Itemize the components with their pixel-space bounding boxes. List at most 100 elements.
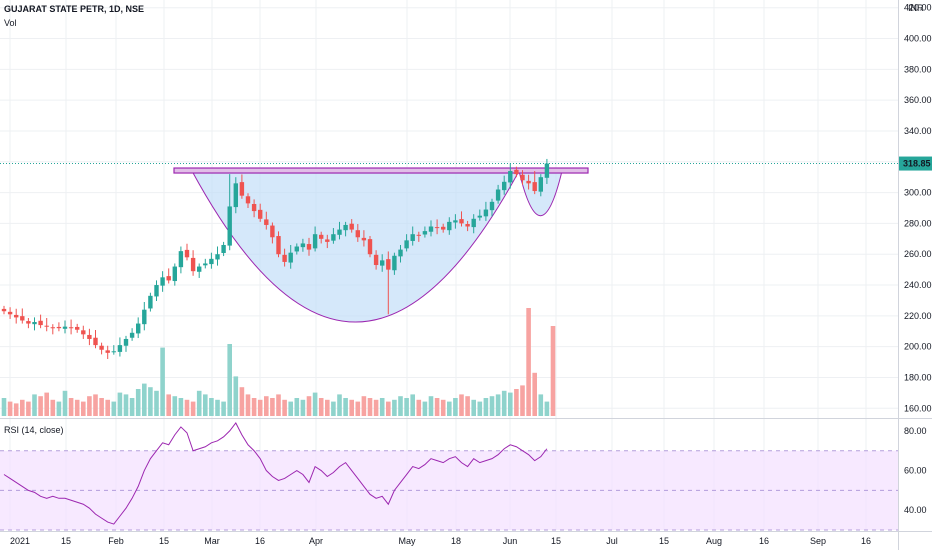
time-tick-label: Apr [309,536,323,546]
volume-bar [196,390,202,416]
volume-bar [410,394,415,416]
candle-body [495,189,501,201]
volume-bar [373,399,379,416]
volume-bar [379,398,385,416]
price-tick-label: 360.00 [904,95,932,105]
volume-bar [99,398,104,416]
candle-body [483,209,489,217]
last-price-tag [899,156,932,171]
candle-body [489,201,495,211]
volume-bar [337,394,342,416]
volume-bar [361,396,367,416]
price-tick-label: 300.00 [904,188,932,198]
candle-body [349,223,354,230]
candle-body [245,196,251,204]
candle-body [434,227,440,229]
volume-bar [93,394,98,416]
volume-bar [508,392,513,416]
price-tick-label: 340.00 [904,126,932,136]
candle-body [20,316,25,321]
candle-body [251,203,257,212]
volume-bar [105,399,110,416]
candle-body [56,326,62,329]
volume-bar [154,390,159,416]
volume-bar [550,326,556,416]
rsi-tick-label: 40.00 [904,505,927,515]
volume-bar [184,399,190,416]
volume-bar [264,396,269,416]
volume-bar [172,396,178,416]
volume-bar [68,398,74,416]
candle-body [123,338,129,346]
volume-bar [135,389,141,416]
time-tick-label: May [398,536,416,546]
candle-body [178,251,184,268]
candle-body [136,323,141,334]
candle-body [410,234,415,241]
candle-body [203,263,208,266]
volume-bar [178,398,184,416]
volume-bar [465,396,470,416]
volume-legend: Vol [4,18,17,28]
time-tick-label: Aug [706,536,722,546]
candle-body [300,243,306,248]
time-tick-label: Mar [204,536,220,546]
candle-body [62,326,68,329]
price-tick-label: 160.00 [904,403,932,413]
volume-bar [544,401,550,416]
volume-bar [123,394,129,416]
price-tick-label: 240.00 [904,280,932,290]
volume-bar [56,401,62,416]
candle-body [7,311,13,315]
volume-bar [434,398,440,416]
candle-body [142,309,147,325]
volume-bar [227,344,232,416]
volume-bar [239,387,245,416]
price-tick-label: 220.00 [904,311,932,321]
time-tick-label: 15 [61,536,71,546]
rsi-tick-label: 80.00 [904,426,927,436]
volume-bar [276,394,281,416]
candle-body [93,337,98,346]
candle-body [50,327,55,329]
volume-bar [459,394,464,416]
candle-body [14,314,19,318]
candle-body [355,230,360,238]
candle-body [422,231,428,235]
candle-body [227,206,232,246]
candle-body [221,244,226,253]
volume-bar [44,392,49,416]
time-tick-label: 2021 [10,536,30,546]
volume-bar [13,403,19,416]
volume-bar [514,389,519,416]
volume-bar [203,394,208,416]
rsi-tick-label: 60.00 [904,466,927,476]
candle-body [526,180,531,184]
candle-body [520,174,525,181]
time-tick-label: Jul [606,536,618,546]
time-tick-label: 15 [551,536,561,546]
candle-body [32,322,37,325]
volume-bar [300,399,306,416]
candle-body [148,295,153,309]
volume-bar [428,396,434,416]
volume-bar [32,394,37,416]
volume-bar [62,390,68,416]
volume-bar [294,398,300,416]
candle-body [337,229,342,235]
volume-bar [532,372,537,416]
cup-shape [191,170,520,323]
candle-body [154,285,159,297]
volume-bar [7,401,13,416]
volume-bar [50,399,56,416]
volume-bar [526,308,531,416]
candle-body [87,334,92,339]
candle-body [81,330,86,335]
candle-body [264,219,269,225]
candle-body [166,276,171,281]
volume-bar [117,392,123,416]
volume-bar [404,398,409,416]
candle-body [172,266,177,282]
